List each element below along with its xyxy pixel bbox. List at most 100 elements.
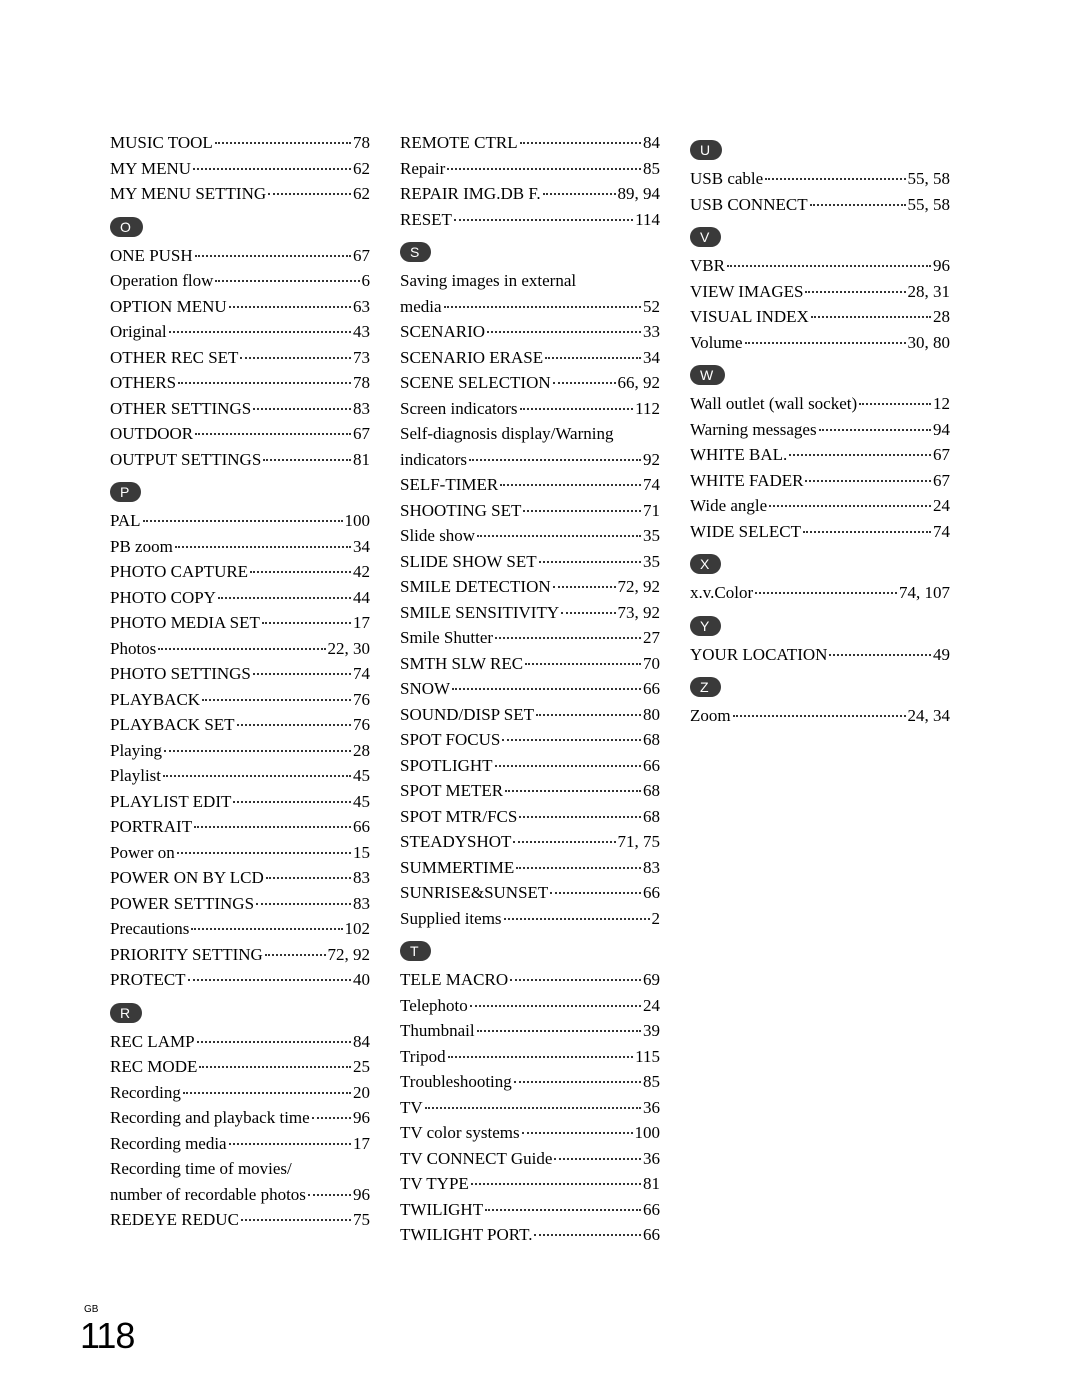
index-entry-page: 100 [345,508,371,534]
index-entry: PHOTO MEDIA SET17 [110,610,370,636]
leader-dots [561,612,615,614]
index-entry-page: 33 [643,319,660,345]
page-label: GB [84,1304,134,1315]
index-entry-page: 81 [353,447,370,473]
index-entry: TV color systems100 [400,1120,660,1146]
index-entry-label: SOUND/DISP SET [400,702,534,728]
index-entry-label: REC LAMP [110,1029,195,1055]
leader-dots [253,408,351,410]
index-entry-label: Precautions [110,916,189,942]
index-entry-page: 74 [353,661,370,687]
index-entry-label: Thumbnail [400,1018,475,1044]
leader-dots [253,673,351,675]
leader-dots [519,816,641,818]
index-entry: PORTRAIT66 [110,814,370,840]
page-number-value: 118 [80,1315,134,1356]
index-entry-page: 89, 94 [618,181,661,207]
index-entry: REC LAMP84 [110,1029,370,1055]
index-entry-label: USB cable [690,166,763,192]
index-entry: Photos22, 30 [110,636,370,662]
index-entry-label: Playing [110,738,162,764]
index-entry-label: REDEYE REDUC [110,1207,239,1233]
index-entry-page: 84 [643,130,660,156]
leader-dots [448,1056,633,1058]
index-entry: Operation flow6 [110,268,370,294]
index-entry-label: STEADYSHOT [400,829,511,855]
index-entry-label: SNOW [400,676,450,702]
index-entry: VISUAL INDEX28 [690,304,950,330]
index-entry-page: 72, 92 [618,574,661,600]
index-column-3: UUSB cable55, 58USB CONNECT55, 58VVBR96V… [690,130,950,1248]
index-entry: Wide angle24 [690,493,950,519]
index-entry-page: 83 [353,396,370,422]
leader-dots [523,510,641,512]
index-entry: TWILIGHT PORT.66 [400,1222,660,1248]
index-entry: Original43 [110,319,370,345]
index-entry: Slide show35 [400,523,660,549]
index-entry-label: Recording time of movies/ [110,1156,370,1182]
index-entry-label: PAL [110,508,141,534]
leader-dots [495,637,641,639]
index-entry-page: 24 [933,493,950,519]
index-entry: SOUND/DISP SET80 [400,702,660,728]
index-entry-label: SHOOTING SET [400,498,521,524]
index-entry-label: TV TYPE [400,1171,469,1197]
index-entry: TV CONNECT Guide36 [400,1146,660,1172]
index-entry: OUTPUT SETTINGS81 [110,447,370,473]
section-letter: Y [690,616,721,636]
leader-dots [513,841,615,843]
index-entry: MY MENU SETTING62 [110,181,370,207]
index-entry: WHITE BAL.67 [690,442,950,468]
index-entry-page: 83 [643,855,660,881]
index-entry-page: 74, 107 [899,580,950,606]
index-entry: Playing28 [110,738,370,764]
leader-dots [810,204,906,206]
index-entry-label: SPOT FOCUS [400,727,500,753]
leader-dots [195,255,351,257]
index-entry: Saving images in externalmedia52 [400,268,660,319]
index-entry: ONE PUSH67 [110,243,370,269]
index-entry: SCENE SELECTION66, 92 [400,370,660,396]
index-entry-page: 40 [353,967,370,993]
section-letter: T [400,941,431,961]
leader-dots [229,306,351,308]
index-entry-label: Original [110,319,167,345]
leader-dots [444,306,641,308]
index-entry-label: PHOTO SETTINGS [110,661,251,687]
index-entry-label: Smile Shutter [400,625,493,651]
index-entry-page: 66 [643,1222,660,1248]
index-entry: Repair85 [400,156,660,182]
leader-dots [505,790,641,792]
index-entry: PLAYBACK SET76 [110,712,370,738]
index-entry-page: 20 [353,1080,370,1106]
index-entry-page: 67 [933,442,950,468]
index-entry-page: 36 [643,1146,660,1172]
index-entry-label: ONE PUSH [110,243,193,269]
leader-dots [425,1107,641,1109]
index-entry-page: 45 [353,789,370,815]
index-entry-page: 69 [643,967,660,993]
index-entry-label: WIDE SELECT [690,519,801,545]
index-entry: Precautions102 [110,916,370,942]
index-column-1: MUSIC TOOL78MY MENU62MY MENU SETTING62OO… [110,130,370,1248]
index-entry-page: 74 [643,472,660,498]
index-entry-label: Telephoto [400,993,468,1019]
index-entry-label: USB CONNECT [690,192,808,218]
leader-dots [859,403,931,405]
index-entry-page: 68 [643,778,660,804]
leader-dots [543,193,616,195]
leader-dots [169,331,351,333]
index-entry: PHOTO SETTINGS 74 [110,661,370,687]
index-entry: REDEYE REDUC75 [110,1207,370,1233]
section-letter: X [690,554,721,574]
index-entry: YOUR LOCATION49 [690,642,950,668]
index-entry: Recording media17 [110,1131,370,1157]
index-entry-page: 66 [353,814,370,840]
leader-dots [536,714,641,716]
index-entry: SPOT METER68 [400,778,660,804]
index-entry: VBR96 [690,253,950,279]
index-entry-page: 66 [643,1197,660,1223]
leader-dots [312,1117,351,1119]
index-entry-label: Playlist [110,763,161,789]
leader-dots [504,918,650,920]
